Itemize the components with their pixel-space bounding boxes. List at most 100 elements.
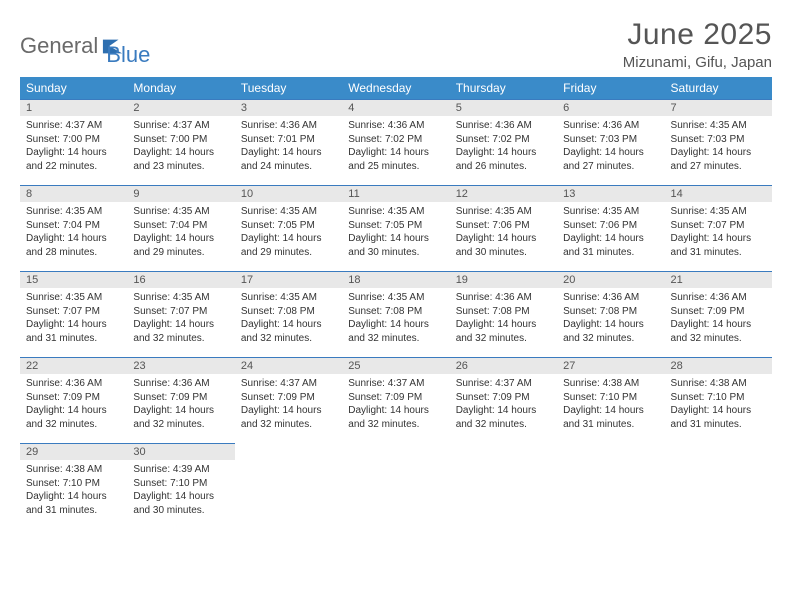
day-number: 1	[20, 100, 127, 116]
weekday-header: Wednesday	[342, 77, 449, 100]
day-number: 19	[450, 272, 557, 288]
day-number: 23	[127, 358, 234, 374]
day-number: 29	[20, 444, 127, 460]
weekday-header: Sunday	[20, 77, 127, 100]
day-details: Sunrise: 4:35 AMSunset: 7:03 PMDaylight:…	[665, 116, 772, 177]
calendar-day-cell	[557, 444, 664, 530]
day-number: 8	[20, 186, 127, 202]
calendar-day-cell: 30Sunrise: 4:39 AMSunset: 7:10 PMDayligh…	[127, 444, 234, 530]
day-details: Sunrise: 4:36 AMSunset: 7:03 PMDaylight:…	[557, 116, 664, 177]
day-details: Sunrise: 4:36 AMSunset: 7:02 PMDaylight:…	[342, 116, 449, 177]
calendar-day-cell: 20Sunrise: 4:36 AMSunset: 7:08 PMDayligh…	[557, 272, 664, 358]
weekday-header: Monday	[127, 77, 234, 100]
calendar-day-cell: 21Sunrise: 4:36 AMSunset: 7:09 PMDayligh…	[665, 272, 772, 358]
day-details: Sunrise: 4:37 AMSunset: 7:00 PMDaylight:…	[20, 116, 127, 177]
calendar-day-cell: 1Sunrise: 4:37 AMSunset: 7:00 PMDaylight…	[20, 100, 127, 186]
calendar-day-cell: 17Sunrise: 4:35 AMSunset: 7:08 PMDayligh…	[235, 272, 342, 358]
day-details: Sunrise: 4:35 AMSunset: 7:06 PMDaylight:…	[450, 202, 557, 263]
calendar-week-row: 22Sunrise: 4:36 AMSunset: 7:09 PMDayligh…	[20, 358, 772, 444]
day-number: 14	[665, 186, 772, 202]
day-details: Sunrise: 4:35 AMSunset: 7:08 PMDaylight:…	[342, 288, 449, 349]
calendar-day-cell: 12Sunrise: 4:35 AMSunset: 7:06 PMDayligh…	[450, 186, 557, 272]
calendar-week-row: 15Sunrise: 4:35 AMSunset: 7:07 PMDayligh…	[20, 272, 772, 358]
day-number: 12	[450, 186, 557, 202]
day-number: 17	[235, 272, 342, 288]
calendar-day-cell: 8Sunrise: 4:35 AMSunset: 7:04 PMDaylight…	[20, 186, 127, 272]
calendar-week-row: 1Sunrise: 4:37 AMSunset: 7:00 PMDaylight…	[20, 100, 772, 186]
calendar-day-cell: 24Sunrise: 4:37 AMSunset: 7:09 PMDayligh…	[235, 358, 342, 444]
day-details: Sunrise: 4:35 AMSunset: 7:04 PMDaylight:…	[127, 202, 234, 263]
day-number: 28	[665, 358, 772, 374]
day-details: Sunrise: 4:38 AMSunset: 7:10 PMDaylight:…	[557, 374, 664, 435]
calendar-day-cell: 28Sunrise: 4:38 AMSunset: 7:10 PMDayligh…	[665, 358, 772, 444]
logo: General Blue	[20, 18, 150, 68]
day-number: 2	[127, 100, 234, 116]
day-number: 15	[20, 272, 127, 288]
day-number: 27	[557, 358, 664, 374]
day-number: 6	[557, 100, 664, 116]
day-details: Sunrise: 4:36 AMSunset: 7:09 PMDaylight:…	[665, 288, 772, 349]
calendar-week-row: 29Sunrise: 4:38 AMSunset: 7:10 PMDayligh…	[20, 444, 772, 530]
day-number: 4	[342, 100, 449, 116]
day-number: 21	[665, 272, 772, 288]
calendar-day-cell: 10Sunrise: 4:35 AMSunset: 7:05 PMDayligh…	[235, 186, 342, 272]
day-details: Sunrise: 4:36 AMSunset: 7:08 PMDaylight:…	[450, 288, 557, 349]
month-title: June 2025	[623, 18, 772, 52]
day-details: Sunrise: 4:35 AMSunset: 7:05 PMDaylight:…	[342, 202, 449, 263]
day-details: Sunrise: 4:36 AMSunset: 7:08 PMDaylight:…	[557, 288, 664, 349]
day-number: 11	[342, 186, 449, 202]
title-block: June 2025 Mizunami, Gifu, Japan	[623, 18, 772, 71]
day-number: 22	[20, 358, 127, 374]
calendar-day-cell: 5Sunrise: 4:36 AMSunset: 7:02 PMDaylight…	[450, 100, 557, 186]
calendar-day-cell	[235, 444, 342, 530]
calendar-day-cell: 15Sunrise: 4:35 AMSunset: 7:07 PMDayligh…	[20, 272, 127, 358]
calendar-day-cell: 13Sunrise: 4:35 AMSunset: 7:06 PMDayligh…	[557, 186, 664, 272]
day-details: Sunrise: 4:37 AMSunset: 7:09 PMDaylight:…	[235, 374, 342, 435]
calendar-day-cell: 9Sunrise: 4:35 AMSunset: 7:04 PMDaylight…	[127, 186, 234, 272]
day-details: Sunrise: 4:35 AMSunset: 7:06 PMDaylight:…	[557, 202, 664, 263]
day-details: Sunrise: 4:38 AMSunset: 7:10 PMDaylight:…	[20, 460, 127, 521]
day-details: Sunrise: 4:35 AMSunset: 7:04 PMDaylight:…	[20, 202, 127, 263]
calendar-table: Sunday Monday Tuesday Wednesday Thursday…	[20, 77, 772, 530]
day-number: 13	[557, 186, 664, 202]
day-details: Sunrise: 4:37 AMSunset: 7:09 PMDaylight:…	[450, 374, 557, 435]
day-details: Sunrise: 4:35 AMSunset: 7:05 PMDaylight:…	[235, 202, 342, 263]
weekday-header: Tuesday	[235, 77, 342, 100]
day-details: Sunrise: 4:37 AMSunset: 7:00 PMDaylight:…	[127, 116, 234, 177]
calendar-day-cell	[665, 444, 772, 530]
calendar-day-cell: 16Sunrise: 4:35 AMSunset: 7:07 PMDayligh…	[127, 272, 234, 358]
day-details: Sunrise: 4:36 AMSunset: 7:01 PMDaylight:…	[235, 116, 342, 177]
day-details: Sunrise: 4:35 AMSunset: 7:07 PMDaylight:…	[665, 202, 772, 263]
calendar-day-cell: 27Sunrise: 4:38 AMSunset: 7:10 PMDayligh…	[557, 358, 664, 444]
weekday-header: Saturday	[665, 77, 772, 100]
day-details: Sunrise: 4:35 AMSunset: 7:07 PMDaylight:…	[20, 288, 127, 349]
calendar-day-cell: 19Sunrise: 4:36 AMSunset: 7:08 PMDayligh…	[450, 272, 557, 358]
day-details: Sunrise: 4:36 AMSunset: 7:09 PMDaylight:…	[20, 374, 127, 435]
day-number: 16	[127, 272, 234, 288]
day-number: 18	[342, 272, 449, 288]
day-details: Sunrise: 4:36 AMSunset: 7:02 PMDaylight:…	[450, 116, 557, 177]
weekday-header: Thursday	[450, 77, 557, 100]
calendar-week-row: 8Sunrise: 4:35 AMSunset: 7:04 PMDaylight…	[20, 186, 772, 272]
day-details: Sunrise: 4:39 AMSunset: 7:10 PMDaylight:…	[127, 460, 234, 521]
day-number: 25	[342, 358, 449, 374]
day-number: 30	[127, 444, 234, 460]
calendar-day-cell: 18Sunrise: 4:35 AMSunset: 7:08 PMDayligh…	[342, 272, 449, 358]
logo-word-2: Blue	[106, 42, 150, 68]
location: Mizunami, Gifu, Japan	[623, 54, 772, 71]
calendar-day-cell: 4Sunrise: 4:36 AMSunset: 7:02 PMDaylight…	[342, 100, 449, 186]
calendar-day-cell: 14Sunrise: 4:35 AMSunset: 7:07 PMDayligh…	[665, 186, 772, 272]
calendar-day-cell: 6Sunrise: 4:36 AMSunset: 7:03 PMDaylight…	[557, 100, 664, 186]
day-details: Sunrise: 4:38 AMSunset: 7:10 PMDaylight:…	[665, 374, 772, 435]
day-number: 26	[450, 358, 557, 374]
logo-word-1: General	[20, 33, 98, 59]
calendar-day-cell: 23Sunrise: 4:36 AMSunset: 7:09 PMDayligh…	[127, 358, 234, 444]
weekday-header-row: Sunday Monday Tuesday Wednesday Thursday…	[20, 77, 772, 100]
calendar-day-cell: 3Sunrise: 4:36 AMSunset: 7:01 PMDaylight…	[235, 100, 342, 186]
day-number: 24	[235, 358, 342, 374]
day-number: 5	[450, 100, 557, 116]
weekday-header: Friday	[557, 77, 664, 100]
calendar-day-cell: 7Sunrise: 4:35 AMSunset: 7:03 PMDaylight…	[665, 100, 772, 186]
day-number: 10	[235, 186, 342, 202]
day-details: Sunrise: 4:35 AMSunset: 7:07 PMDaylight:…	[127, 288, 234, 349]
